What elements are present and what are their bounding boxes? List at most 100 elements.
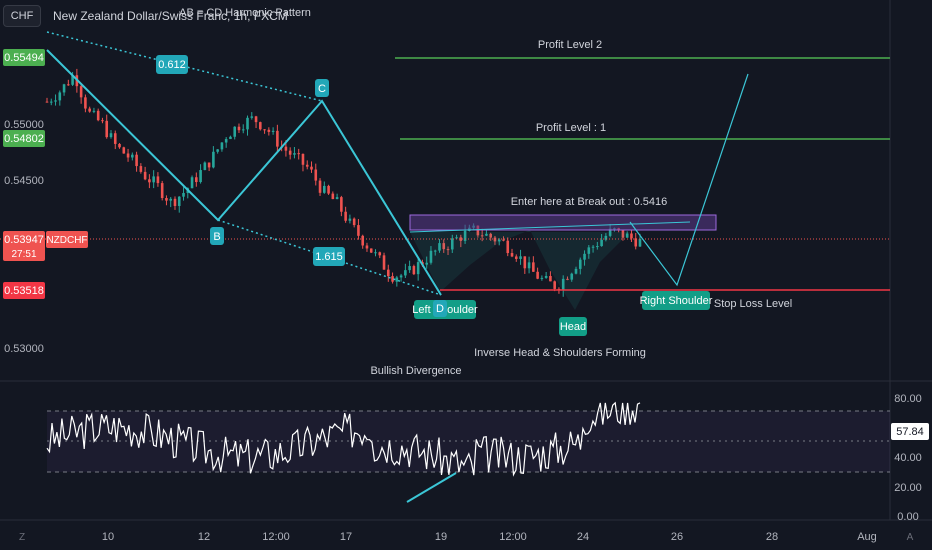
candle-body (493, 237, 497, 242)
candle-body (254, 116, 258, 123)
candle-body (438, 243, 441, 251)
candle-body (369, 248, 373, 253)
candle-body (578, 259, 582, 269)
candle-body (314, 169, 318, 181)
time-label-28: 28 (766, 531, 778, 543)
candle-body (293, 153, 296, 155)
svg-text:1.615: 1.615 (315, 251, 343, 263)
candle-body (523, 256, 527, 269)
candle-body (630, 233, 633, 239)
candle-body (382, 255, 386, 270)
candle-body (207, 162, 211, 168)
candle-body (169, 198, 173, 201)
neckline[interactable] (409, 221, 691, 233)
candle-body (301, 153, 305, 165)
divergence-line[interactable] (406, 472, 457, 503)
harmonic-title: AB = CD Harmonic Pattern (179, 7, 311, 19)
candle-body (544, 276, 548, 278)
candle-body (199, 170, 202, 183)
candle-body (182, 193, 185, 197)
candle-body (173, 198, 177, 206)
ratio-line-bd[interactable] (217, 219, 442, 296)
harmonic-pattern-line[interactable] (46, 49, 442, 296)
candle-body (323, 185, 326, 193)
time-label-19: 19 (435, 531, 447, 543)
candle-body (404, 270, 407, 276)
candle-body (246, 117, 249, 130)
candle-body (118, 143, 121, 148)
candle-body (305, 164, 309, 167)
projection-line[interactable] (629, 73, 749, 287)
candle-body (352, 218, 356, 226)
candle-body (131, 154, 134, 158)
candle-body (412, 266, 416, 275)
candle-body (62, 84, 66, 93)
time-label-10: 10 (102, 531, 114, 543)
rsi-line[interactable] (46, 401, 641, 477)
entry-text: Enter here at Break out : 0.5416 (511, 196, 668, 208)
candle-body (378, 252, 382, 256)
candle-body (148, 179, 151, 183)
timezone-z-button: Z (19, 532, 25, 543)
candle-body (365, 245, 369, 249)
svg-text:20.00: 20.00 (894, 482, 922, 494)
candle-body (216, 149, 219, 152)
time-axis[interactable]: 10 12 12:00 17 19 12:00 24 26 28 Aug Z A (19, 531, 914, 543)
stop-badge: 0.53518 (3, 282, 45, 299)
svg-text:NZDCHF: NZDCHF (46, 235, 87, 246)
candle-body (408, 266, 411, 271)
candle-body (348, 218, 352, 221)
point-b-label[interactable]: B (210, 227, 224, 245)
profit-level-2-text: Profit Level 2 (538, 39, 602, 51)
head-label[interactable]: Head (559, 317, 587, 336)
candle-body (105, 120, 109, 138)
svg-text:0.612: 0.612 (158, 59, 186, 71)
candle-body (195, 177, 198, 183)
divergence-text: Bullish Divergence (370, 365, 461, 377)
hs-forming-text: Inverse Head & Shoulders Forming (474, 347, 646, 359)
ratio-label-1615[interactable]: 1.615 (313, 247, 345, 266)
hs-neckline-fill (410, 230, 690, 310)
svg-text:Head: Head (560, 321, 586, 333)
candle-body (570, 273, 574, 280)
candle-body (165, 198, 168, 201)
breakout-zone[interactable] (409, 214, 717, 231)
candle-body (101, 120, 104, 122)
candle-body (156, 176, 160, 184)
candle-body (502, 239, 505, 241)
candle-body (233, 126, 237, 137)
auto-scale-button: A (907, 532, 914, 543)
candle-body (335, 197, 339, 200)
candle-body (344, 211, 347, 221)
point-c-label[interactable]: C (315, 79, 329, 97)
candle-body (506, 240, 510, 254)
candle-body (429, 250, 433, 263)
candle-body (49, 101, 53, 103)
candle-body (54, 100, 57, 102)
candle-body (386, 269, 390, 277)
candle-body (391, 276, 394, 282)
point-d-label[interactable]: D (433, 300, 447, 317)
candle-body (88, 108, 91, 112)
candle-body (519, 256, 522, 259)
ratio-label-612[interactable]: 0.612 (156, 55, 188, 74)
candle-body (536, 271, 539, 279)
candle-body (604, 235, 608, 240)
symbol-selector[interactable]: CHF (3, 5, 41, 27)
candle-body (450, 238, 454, 250)
candle-body (237, 126, 241, 131)
candle-body (259, 122, 262, 130)
price-tick-label: 0.55000 (4, 119, 44, 131)
candle-body (318, 180, 322, 193)
candle-body (297, 153, 301, 155)
candle-body (310, 166, 313, 170)
right-shoulder-label[interactable]: Right Shoulder (640, 291, 713, 310)
candle-body (395, 277, 399, 282)
candle-body (591, 246, 595, 248)
candle-body (122, 147, 126, 154)
svg-text:0.53947: 0.53947 (4, 234, 44, 246)
candle-body (416, 262, 420, 275)
rsi-axis[interactable]: 80.00 40.00 20.00 0.00 (894, 393, 922, 523)
